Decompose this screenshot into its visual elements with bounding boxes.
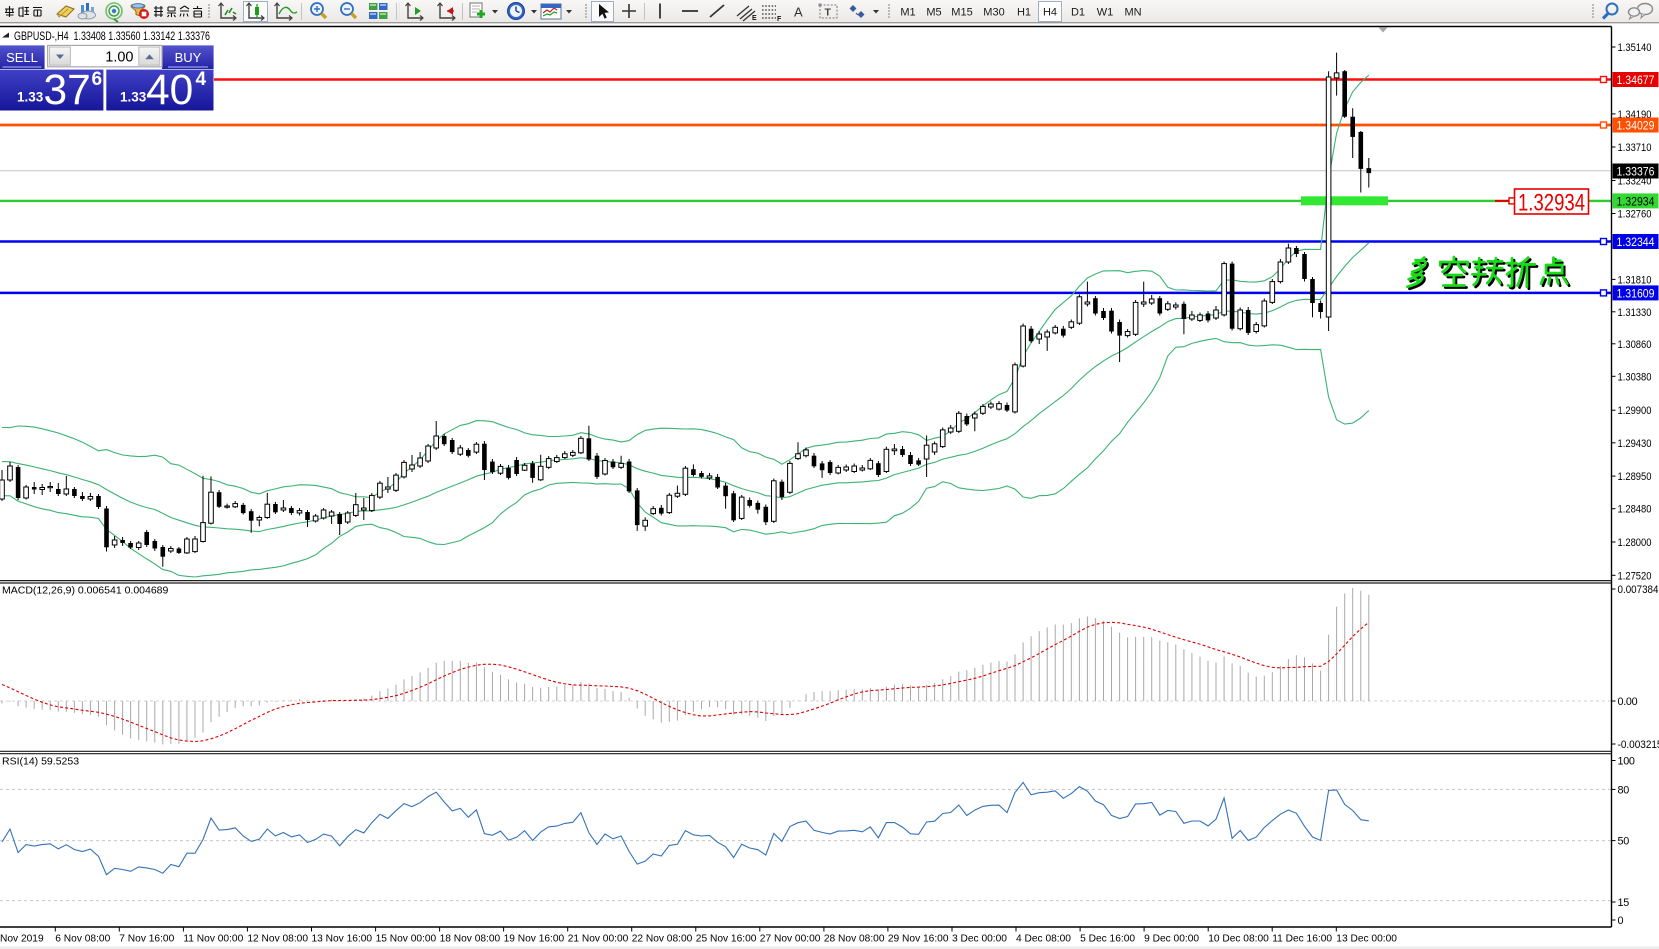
svg-text:1.28000: 1.28000 <box>1618 537 1652 549</box>
svg-text:9 Dec 00:00: 9 Dec 00:00 <box>1144 934 1199 945</box>
svg-text:13 Nov 16:00: 13 Nov 16:00 <box>312 934 373 945</box>
svg-text:M15: M15 <box>951 7 972 19</box>
svg-text:1.30380: 1.30380 <box>1618 371 1652 383</box>
svg-text:Nov 2019: Nov 2019 <box>0 934 44 945</box>
svg-text:H4: H4 <box>1043 7 1057 19</box>
svg-text:4 Dec 08:00: 4 Dec 08:00 <box>1016 934 1071 945</box>
svg-text:1.32934: 1.32934 <box>1518 190 1585 217</box>
svg-text:1.34029: 1.34029 <box>1617 121 1655 133</box>
svg-text:T: T <box>825 7 832 19</box>
svg-text:28 Nov 08:00: 28 Nov 08:00 <box>824 934 885 945</box>
svg-text:1.28480: 1.28480 <box>1618 504 1652 516</box>
svg-text:1.33: 1.33 <box>17 90 44 105</box>
svg-text:25 Nov 16:00: 25 Nov 16:00 <box>696 934 757 945</box>
svg-text:1.30860: 1.30860 <box>1618 339 1652 351</box>
svg-text:A: A <box>794 5 803 20</box>
svg-text:11 Nov 00:00: 11 Nov 00:00 <box>183 934 243 945</box>
svg-text:11 Dec 16:00: 11 Dec 16:00 <box>1272 934 1332 945</box>
svg-text:50: 50 <box>1618 836 1630 848</box>
svg-text:1.34677: 1.34677 <box>1617 75 1655 87</box>
svg-text:1.31330: 1.31330 <box>1618 307 1652 319</box>
svg-text:1.33710: 1.33710 <box>1618 142 1652 154</box>
svg-text:1.35140: 1.35140 <box>1618 42 1652 54</box>
svg-text:1.31609: 1.31609 <box>1617 288 1655 300</box>
svg-text:18 Nov 08:00: 18 Nov 08:00 <box>440 934 501 945</box>
svg-text:6 Nov 08:00: 6 Nov 08:00 <box>55 934 110 945</box>
svg-text:0.007384: 0.007384 <box>1618 584 1659 596</box>
svg-text:13 Dec 00:00: 13 Dec 00:00 <box>1336 934 1397 945</box>
svg-text:1.28950: 1.28950 <box>1618 471 1652 483</box>
svg-text:SELL: SELL <box>6 50 38 65</box>
svg-text:15: 15 <box>1618 897 1630 909</box>
svg-text:0.00: 0.00 <box>1618 696 1638 708</box>
svg-text:5 Dec 16:00: 5 Dec 16:00 <box>1080 934 1135 945</box>
svg-text:F: F <box>777 16 782 23</box>
svg-text:M5: M5 <box>926 7 941 19</box>
svg-text:1.33376: 1.33376 <box>1617 167 1655 179</box>
svg-text:1.33: 1.33 <box>120 90 147 105</box>
svg-text:100: 100 <box>1618 756 1635 768</box>
svg-text:M30: M30 <box>983 7 1004 19</box>
svg-text:22 Nov 08:00: 22 Nov 08:00 <box>632 934 693 945</box>
svg-text:BUY: BUY <box>175 50 202 65</box>
svg-text:1.29430: 1.29430 <box>1618 438 1652 450</box>
svg-text:W1: W1 <box>1097 7 1114 19</box>
svg-text:40: 40 <box>146 67 193 114</box>
svg-text:1.32344: 1.32344 <box>1617 237 1656 249</box>
svg-text:15 Nov 00:00: 15 Nov 00:00 <box>376 934 437 945</box>
svg-text:1.29900: 1.29900 <box>1618 405 1652 417</box>
svg-text:10 Dec 08:00: 10 Dec 08:00 <box>1208 934 1269 945</box>
svg-text:M1: M1 <box>900 7 915 19</box>
svg-text:MN: MN <box>1124 7 1141 19</box>
svg-text:21 Nov 00:00: 21 Nov 00:00 <box>568 934 629 945</box>
svg-text:1.32934: 1.32934 <box>1617 196 1656 208</box>
svg-text:1.00: 1.00 <box>105 50 133 66</box>
svg-text:19 Nov 16:00: 19 Nov 16:00 <box>504 934 565 945</box>
svg-text:0: 0 <box>1618 915 1624 927</box>
svg-text:7 Nov 16:00: 7 Nov 16:00 <box>119 934 174 945</box>
svg-text:H1: H1 <box>1017 7 1031 19</box>
svg-text:27 Nov 00:00: 27 Nov 00:00 <box>760 934 821 945</box>
svg-text:29 Nov 16:00: 29 Nov 16:00 <box>888 934 949 945</box>
svg-text:D1: D1 <box>1071 7 1085 19</box>
svg-text:1.31810: 1.31810 <box>1618 274 1652 286</box>
svg-text:1.27520: 1.27520 <box>1618 570 1652 582</box>
svg-text:80: 80 <box>1618 784 1630 796</box>
svg-text:RSI(14) 59.5253: RSI(14) 59.5253 <box>2 756 79 768</box>
svg-text:GBPUSD-,H4 1.33408 1.33560 1.: GBPUSD-,H4 1.33408 1.33560 1.33142 1.333… <box>14 29 210 43</box>
svg-text:E: E <box>752 15 757 22</box>
svg-text:6: 6 <box>92 69 103 90</box>
svg-text:-0.003215: -0.003215 <box>1618 739 1659 751</box>
svg-text:4: 4 <box>196 69 207 90</box>
svg-text:3 Dec 00:00: 3 Dec 00:00 <box>952 934 1007 945</box>
svg-text:MACD(12,26,9) 0.006541 0.00468: MACD(12,26,9) 0.006541 0.004689 <box>2 585 169 597</box>
svg-text:12 Nov 08:00: 12 Nov 08:00 <box>247 934 308 945</box>
svg-text:37: 37 <box>44 67 91 114</box>
svg-text:1.32760: 1.32760 <box>1618 209 1652 221</box>
